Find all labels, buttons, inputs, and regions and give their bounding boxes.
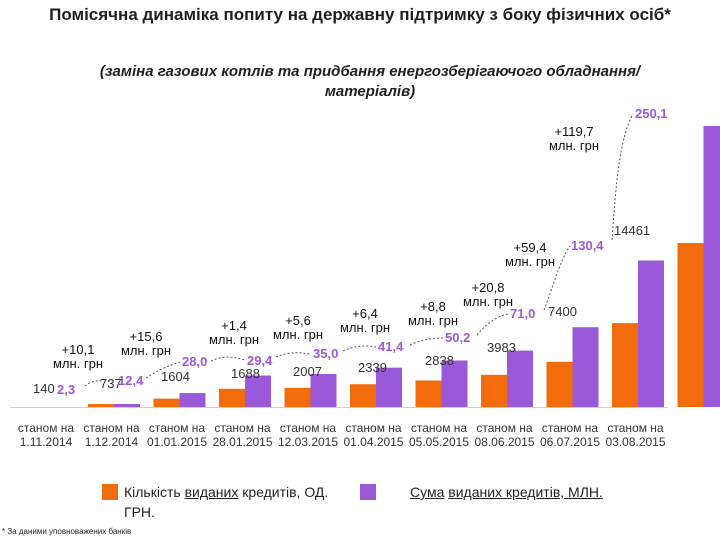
count-data-label-1: 140 (33, 381, 55, 396)
count-data-label-9: 7400 (548, 304, 577, 319)
x-tick-label-5-line1: станом на (280, 421, 337, 435)
bar-count-9 (612, 323, 638, 407)
increment-label-4-unit: млн. грн (273, 327, 323, 342)
increment-label-9-value: +119,7 (554, 124, 593, 139)
legend-swatch-sum (360, 484, 376, 500)
legend-swatch-count (102, 484, 118, 500)
count-data-label-7: 2838 (425, 353, 454, 368)
count-data-label-8: 3983 (487, 340, 516, 355)
increment-arrow-6 (409, 337, 444, 346)
x-tick-label-8-line2: 08.06.2015 (474, 435, 534, 449)
x-tick-label-5-line2: 12.03.2015 (278, 435, 338, 449)
bar-count-10 (677, 243, 704, 407)
increment-label-6-unit: млн. грн (408, 313, 458, 328)
sum-data-label-8: 71,0 (510, 306, 535, 321)
x-tick-label-7-line2: 05.05.2015 (409, 435, 469, 449)
bar-sum-7 (507, 350, 533, 407)
increment-arrow-9 (611, 113, 634, 241)
increment-label-9-unit: млн. грн (549, 138, 599, 153)
bar-sum-6 (441, 360, 468, 407)
x-tick-label-2-line1: станом на (83, 421, 140, 435)
chart-subtitle: (заміна газових котлів та придбання енер… (99, 63, 641, 100)
increment-label-5-value: +6,4 (352, 306, 378, 321)
increment-label-5-unit: млн. грн (340, 320, 390, 335)
x-tick-label-9-line2: 06.07.2015 (540, 435, 600, 449)
count-data-label-4: 1688 (231, 366, 260, 381)
legend-label-sum-2: виданих кредитів, МЛН. (448, 484, 603, 500)
count-data-label-2: 737 (100, 376, 122, 391)
increment-label-1-unit: млн. грн (53, 356, 103, 371)
sum-data-label-3: 28,0 (182, 354, 207, 369)
bar-count-3 (219, 388, 245, 407)
x-tick-label-6-line2: 01.04.2015 (343, 435, 403, 449)
sum-data-label-5: 35,0 (313, 346, 338, 361)
increment-label-6-value: +8,8 (420, 299, 446, 314)
increment-label-2-value: +15,6 (130, 329, 163, 344)
x-tick-label-4-line1: станом на (214, 421, 271, 435)
bar-sum-1 (114, 404, 140, 407)
increment-label-8-value: +59,4 (514, 240, 547, 255)
sum-data-label-7: 50,2 (445, 330, 470, 345)
count-data-label-3: 1604 (161, 369, 190, 384)
sum-data-label-6: 41,4 (378, 339, 404, 354)
x-tick-label-7-line1: станом на (411, 421, 468, 435)
x-tick-label-6-line1: станом на (345, 421, 402, 435)
chart-title: Помісячна динаміка попиту на державну пі… (49, 5, 671, 24)
legend-label-count-3: кредитів, ОД. (242, 484, 329, 500)
sum-data-label-10: 250,1 (635, 106, 668, 121)
x-tick-label-1-line1: станом на (18, 421, 75, 435)
bar-sum-9 (638, 260, 664, 407)
bar-sum-4 (310, 373, 337, 407)
legend-label-count-1: Кількість (124, 484, 181, 500)
legend-label-count-2: виданих (184, 484, 239, 500)
x-tick-label-3-line2: 01.01.2015 (147, 435, 207, 449)
bar-sum-8 (572, 327, 599, 407)
bar-sum-10 (703, 126, 720, 407)
x-tick-label-8-line1: станом на (476, 421, 533, 435)
count-data-label-6: 2339 (358, 360, 387, 375)
increment-arrow-5 (342, 345, 377, 352)
legend-label-sum-1: Сума (410, 484, 445, 500)
x-tick-label-4-line2: 28.01.2015 (212, 435, 272, 449)
sum-data-label-4: 29,4 (247, 353, 273, 368)
increment-label-1-value: +10,1 (62, 342, 95, 357)
increment-arrow-4 (275, 352, 311, 358)
bar-sum-5 (376, 367, 402, 407)
x-tick-label-3-line1: станом на (149, 421, 206, 435)
increment-label-8-unit: млн. грн (505, 254, 555, 269)
sum-data-label-2: 12,4 (118, 373, 144, 388)
bar-sum-3 (245, 375, 271, 407)
count-data-label-5: 2007 (293, 364, 322, 379)
x-tick-label-10-line1: станом на (607, 421, 664, 435)
increment-arrow-7 (476, 313, 509, 336)
increment-label-4-value: +5,6 (285, 313, 311, 328)
increment-arrow-3 (210, 356, 246, 362)
increment-arrow-8 (543, 245, 571, 311)
sum-data-label-1: 2,3 (57, 382, 75, 397)
increment-arrow-1 (84, 380, 113, 387)
x-tick-label-9-line1: станом на (542, 421, 599, 435)
sum-data-label-9: 130,4 (571, 238, 604, 253)
bar-count-4 (284, 387, 311, 407)
count-data-label-10: 14461 (614, 223, 650, 238)
bar-count-8 (546, 361, 573, 407)
increment-label-7-unit: млн. грн (463, 294, 513, 309)
increment-label-7-value: +20,8 (472, 280, 505, 295)
increment-label-3-value: +1,4 (221, 318, 247, 333)
bar-sum-2 (179, 393, 206, 407)
x-tick-label-2-line2: 1.12.2014 (85, 435, 139, 449)
bar-count-5 (350, 384, 376, 407)
bar-count-2 (153, 398, 180, 407)
increment-label-3-unit: млн. грн (209, 332, 259, 347)
footnote: * За даними уповноважених банків (2, 527, 132, 536)
x-tick-label-1-line2: 1.11.2014 (20, 435, 73, 449)
increment-label-2-unit: млн. грн (121, 343, 171, 358)
x-tick-label-10-line2: 03.08.2015 (605, 435, 665, 449)
bar-count-6 (415, 380, 442, 407)
bar-count-1 (88, 404, 114, 407)
legend-label-count-4: ГРН. (124, 504, 155, 520)
bar-count-7 (481, 374, 507, 407)
